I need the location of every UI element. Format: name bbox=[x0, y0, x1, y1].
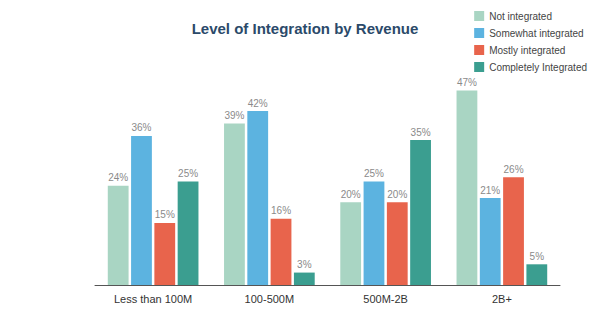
svg-text:Somewhat integrated: Somewhat integrated bbox=[489, 28, 584, 39]
svg-text:Not integrated: Not integrated bbox=[489, 11, 552, 22]
svg-text:21%: 21% bbox=[480, 185, 500, 196]
svg-text:Mostly integrated: Mostly integrated bbox=[489, 45, 565, 56]
svg-text:20%: 20% bbox=[387, 189, 407, 200]
svg-text:47%: 47% bbox=[457, 77, 477, 88]
svg-text:3%: 3% bbox=[297, 259, 312, 270]
svg-text:Less than 100M: Less than 100M bbox=[114, 293, 192, 305]
svg-text:36%: 36% bbox=[131, 122, 151, 133]
svg-text:25%: 25% bbox=[178, 168, 198, 179]
svg-text:15%: 15% bbox=[155, 209, 175, 220]
svg-text:5%: 5% bbox=[530, 251, 545, 262]
svg-text:24%: 24% bbox=[108, 172, 128, 183]
svg-text:35%: 35% bbox=[411, 127, 431, 138]
svg-text:25%: 25% bbox=[364, 168, 384, 179]
svg-text:100-500M: 100-500M bbox=[245, 293, 295, 305]
svg-text:26%: 26% bbox=[504, 164, 524, 175]
svg-text:2B+: 2B+ bbox=[492, 293, 512, 305]
svg-text:Level of Integration by Revenu: Level of Integration by Revenue bbox=[192, 20, 419, 37]
svg-text:39%: 39% bbox=[224, 110, 244, 121]
svg-text:500M-2B: 500M-2B bbox=[363, 293, 408, 305]
svg-text:Completely Integrated: Completely Integrated bbox=[489, 62, 587, 73]
svg-text:42%: 42% bbox=[248, 98, 268, 109]
svg-text:16%: 16% bbox=[271, 205, 291, 216]
svg-text:20%: 20% bbox=[341, 189, 361, 200]
